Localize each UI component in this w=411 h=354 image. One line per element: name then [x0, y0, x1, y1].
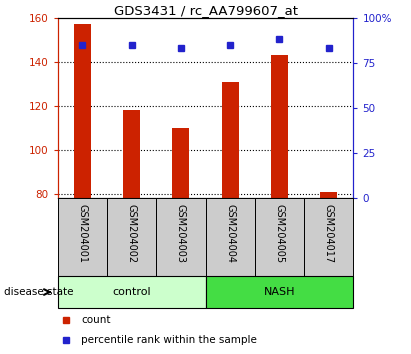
Text: GSM204002: GSM204002 [127, 205, 136, 264]
Bar [304, 198, 353, 276]
Text: control: control [112, 287, 151, 297]
Bar [206, 198, 255, 276]
Text: count: count [81, 315, 111, 325]
Text: percentile rank within the sample: percentile rank within the sample [81, 335, 257, 345]
Bar [74, 24, 91, 198]
Bar [255, 198, 304, 276]
Bar [58, 276, 206, 308]
Text: GSM204001: GSM204001 [77, 205, 87, 263]
Bar [320, 192, 337, 198]
Text: GSM204003: GSM204003 [176, 205, 186, 263]
Bar [156, 198, 206, 276]
Bar [222, 81, 239, 198]
Bar [206, 276, 353, 308]
Bar [107, 198, 156, 276]
Bar [123, 110, 140, 198]
Text: NASH: NASH [264, 287, 295, 297]
Text: GSM204004: GSM204004 [225, 205, 235, 263]
Bar [58, 198, 107, 276]
Title: GDS3431 / rc_AA799607_at: GDS3431 / rc_AA799607_at [113, 4, 298, 17]
Text: GSM204005: GSM204005 [275, 205, 284, 264]
Bar [172, 128, 189, 198]
Text: disease state: disease state [4, 287, 74, 297]
Bar [271, 55, 288, 198]
Text: GSM204017: GSM204017 [324, 205, 334, 264]
